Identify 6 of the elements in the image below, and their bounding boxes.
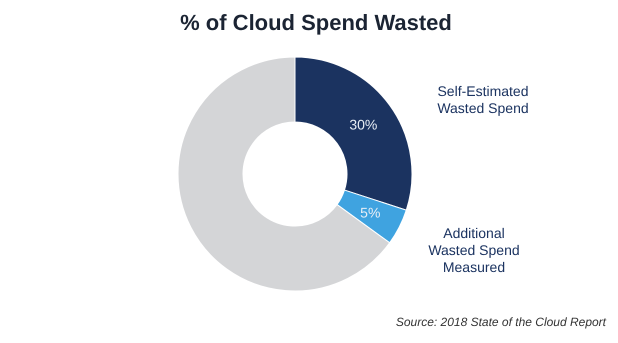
data-label: 5% <box>360 204 380 220</box>
chart-title: % of Cloud Spend Wasted <box>180 10 452 35</box>
data-label: 30% <box>349 116 378 132</box>
slice-label: Self-Estimated Wasted Spend <box>437 83 529 116</box>
slice-label: Additional Wasted Spend Measured <box>428 225 520 275</box>
source-note: Source: 2018 State of the Cloud Report <box>396 315 607 329</box>
